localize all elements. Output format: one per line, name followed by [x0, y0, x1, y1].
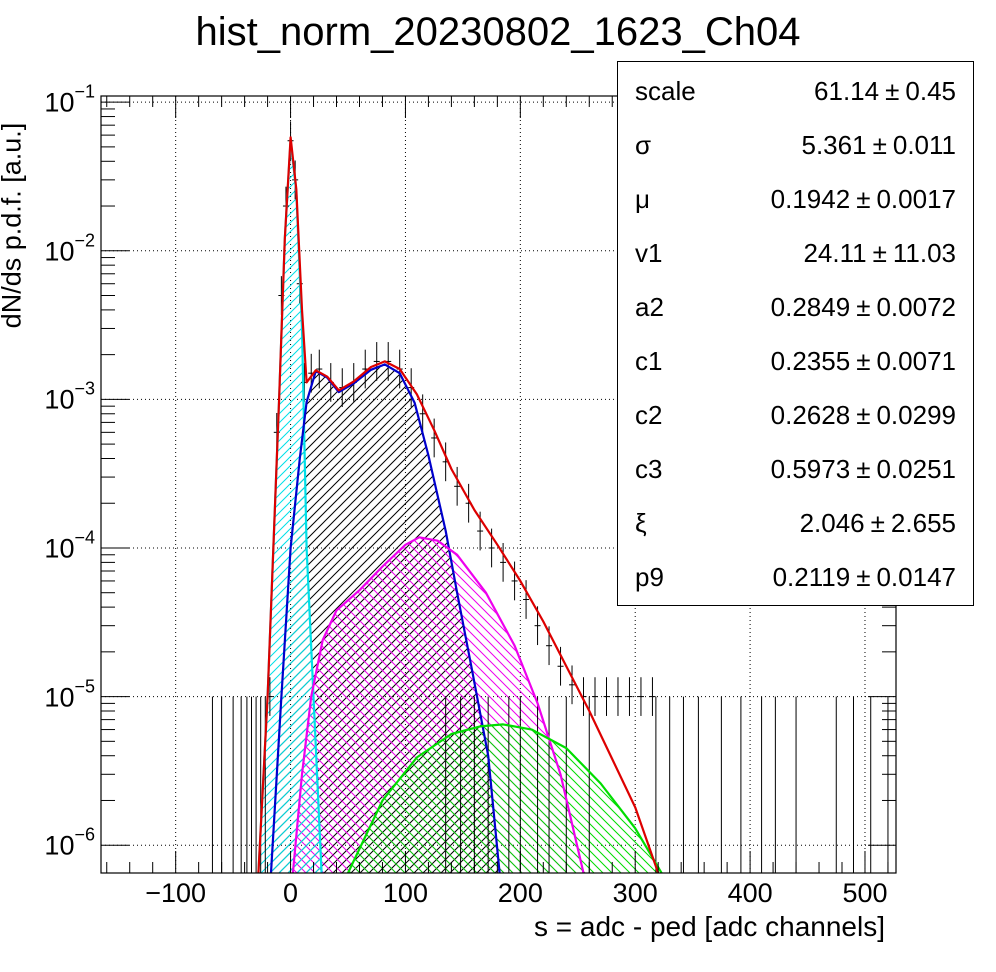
- y-tick-exponent: −6: [74, 824, 95, 845]
- fit-parameter-row: a2 0.2849 ±0.0072: [618, 278, 973, 332]
- plus-minus-symbol: ±: [856, 346, 871, 376]
- fit-parameter-name: v1: [635, 238, 663, 268]
- fit-parameter-name: scale: [635, 76, 696, 106]
- x-axis-label: s = adc - ped [adc channels]: [534, 911, 885, 942]
- total_fit-curve: [257, 136, 660, 873]
- fit-error: 11.03: [892, 238, 956, 268]
- plus-minus-symbol: ±: [856, 562, 871, 592]
- fit-parameter-row: scale 61.14 ±0.45: [618, 62, 973, 116]
- fit-value: 61.14: [814, 76, 880, 106]
- plus-minus-symbol: ±: [870, 508, 885, 538]
- y-tick-label: 10−2: [44, 230, 95, 267]
- fit-parameter-name: μ: [635, 184, 650, 214]
- fit-parameter-value: 2.046 ±2.655: [800, 508, 956, 539]
- plus-minus-symbol: ±: [856, 184, 871, 214]
- x-tick-label: 400: [727, 878, 773, 908]
- y-tick-base: 10: [44, 533, 75, 564]
- y-tick-label: 10−6: [44, 825, 95, 862]
- plus-minus-symbol: ±: [872, 238, 887, 268]
- fit-parameter-value: 5.361 ±0.011: [802, 130, 957, 161]
- x-tick-label: 200: [497, 878, 543, 908]
- one_pe-curve: [269, 363, 501, 873]
- y-tick-base: 10: [44, 384, 75, 415]
- three_pe-curve: [347, 723, 663, 873]
- fit-parameter-row: ξ 2.046 ±2.655: [618, 494, 973, 548]
- fit-parameters-box: scale 61.14 ±0.45 σ 5.361 ±0.011 μ 0.1942 ±0.001…: [617, 61, 974, 606]
- fit-parameter-value: 0.5973 ±0.0251: [771, 454, 956, 485]
- fit-error: 0.0017: [876, 184, 956, 214]
- fit-parameter-name: c2: [635, 400, 663, 430]
- fit-error: 0.0072: [876, 292, 956, 322]
- y-tick-base: 10: [44, 830, 75, 861]
- fit-parameter-name: a2: [635, 292, 664, 322]
- fit-parameter-row: σ 5.361 ±0.011: [618, 116, 973, 170]
- fit-parameter-value: 0.2628 ±0.0299: [771, 400, 956, 431]
- fit-value: 0.2119: [772, 562, 851, 592]
- fit-parameter-name: c3: [635, 454, 663, 484]
- fit-parameter-value: 0.2849 ±0.0072: [771, 292, 956, 323]
- y-tick-base: 10: [44, 87, 75, 118]
- fit-value: 0.2628: [770, 400, 851, 430]
- fit-parameter-value: 0.1942 ±0.0017: [771, 184, 956, 215]
- fit-parameter-value: 61.14 ±0.45: [814, 76, 956, 107]
- fit-parameter-row: c3 0.5973 ±0.0251: [618, 440, 973, 494]
- three_pe-fill: [348, 724, 662, 873]
- y-axis-label: dN/ds p.d.f. [a.u.]: [0, 122, 27, 329]
- two_pe-curve: [291, 536, 585, 873]
- y-tick-exponent: −5: [74, 676, 95, 697]
- fit-error: 0.0251: [876, 454, 956, 484]
- plus-minus-symbol: ±: [885, 76, 900, 106]
- fit-value: 2.046: [799, 508, 865, 538]
- plus-minus-symbol: ±: [856, 454, 871, 484]
- y-tick-label: 10−3: [44, 379, 95, 416]
- fit-parameter-row: c1 0.2355 ±0.0071: [618, 332, 973, 386]
- fit-parameter-name: ξ: [635, 508, 647, 538]
- fit-parameter-value: 0.2119 ±0.0147: [773, 562, 956, 593]
- y-tick-exponent: −1: [74, 81, 95, 102]
- plus-minus-symbol: ±: [872, 130, 887, 160]
- y-tick-base: 10: [44, 236, 75, 267]
- fit-value: 24.11: [803, 238, 867, 268]
- pedestal-fill: [258, 140, 322, 873]
- fit-value: 0.2849: [770, 292, 851, 322]
- fit-parameter-row: c2 0.2628 ±0.0299: [618, 386, 973, 440]
- fit-parameter-name: c1: [635, 346, 663, 376]
- y-tick-label: 10−4: [44, 527, 95, 564]
- y-tick-label: 10−1: [44, 82, 95, 119]
- y-tick-base: 10: [44, 682, 75, 713]
- x-tick-label: 100: [382, 878, 428, 908]
- fit-parameter-row: v1 24.11 ±11.03: [618, 224, 973, 278]
- fit-value: 0.2355: [770, 346, 851, 376]
- fit-parameter-name: σ: [635, 130, 652, 160]
- plot-area: [211, 121, 889, 873]
- y-tick-label: 10−5: [44, 676, 95, 713]
- fit-parameter-row: μ 0.1942 ±0.0017: [618, 170, 973, 224]
- y-tick-exponent: −3: [74, 378, 95, 399]
- fit-error: 0.011: [892, 130, 956, 160]
- fit-error: 0.0147: [876, 562, 956, 592]
- chart-title: hist_norm_20230802_1623_Ch04: [195, 10, 801, 54]
- fit-error: 2.655: [890, 508, 956, 538]
- fit-error: 0.0299: [876, 400, 956, 430]
- y-tick-exponent: −2: [74, 230, 95, 251]
- plus-minus-symbol: ±: [856, 400, 871, 430]
- plus-minus-symbol: ±: [856, 292, 871, 322]
- fit-parameter-value: 24.11 ±11.03: [803, 238, 956, 269]
- x-tick-label: 500: [842, 878, 888, 908]
- x-tick-label: −100: [145, 878, 207, 908]
- fit-parameter-row: p9 0.2119 ±0.0147: [618, 548, 973, 602]
- x-tick-label: 300: [612, 878, 658, 908]
- x-tick-label: 0: [283, 878, 299, 908]
- y-tick-exponent: −4: [74, 527, 95, 548]
- fit-value: 0.5973: [770, 454, 851, 484]
- fit-value: 5.361: [801, 130, 867, 160]
- fit-value: 0.1942: [770, 184, 851, 214]
- fit-error: 0.45: [905, 76, 956, 106]
- fit-parameter-name: p9: [635, 562, 664, 592]
- fit-parameter-value: 0.2355 ±0.0071: [771, 346, 956, 377]
- fit-error: 0.0071: [876, 346, 956, 376]
